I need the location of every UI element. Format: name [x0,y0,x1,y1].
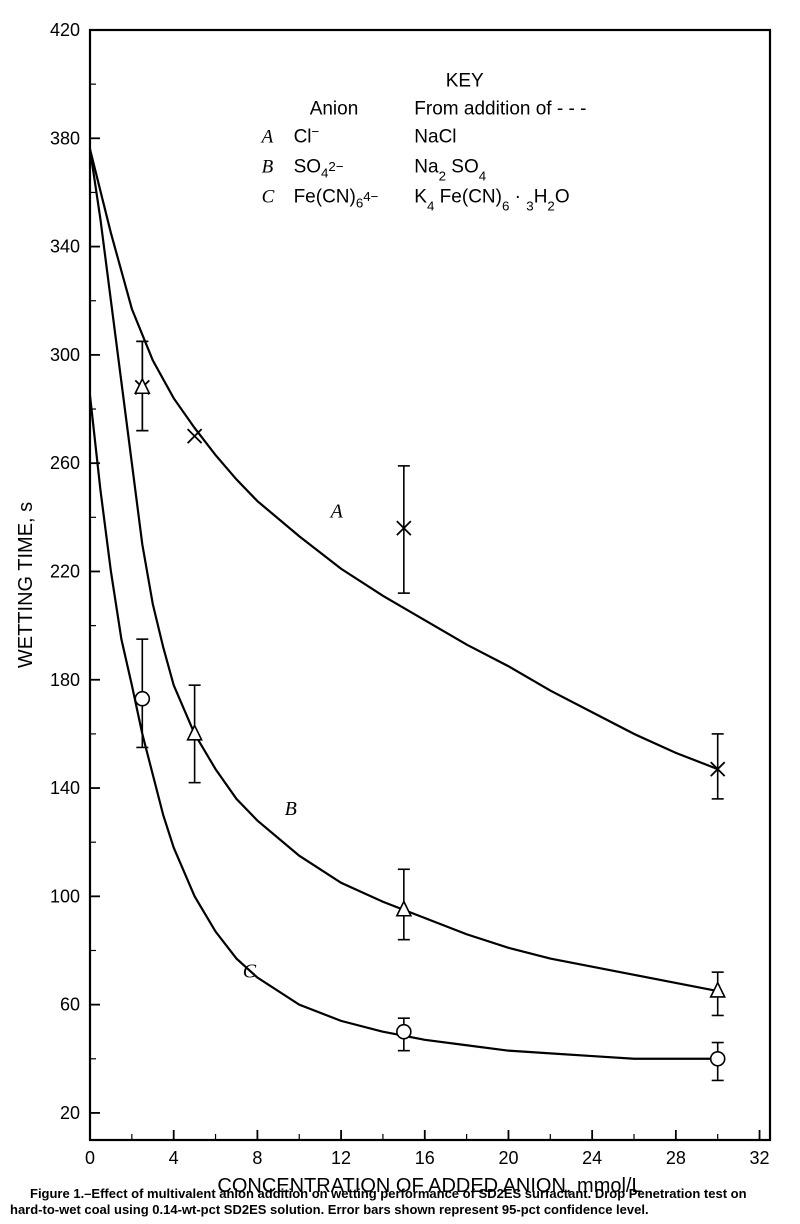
y-axis-label: WETTING TIME, s [15,502,37,668]
curve-label-C: C [243,961,257,983]
x-tick-label: 8 [252,1148,262,1168]
legend-letter: B [262,157,274,178]
y-tick-label: 20 [60,1103,80,1123]
x-tick-label: 0 [85,1148,95,1168]
x-tick-label: 12 [331,1148,351,1168]
marker-triangle [135,379,149,393]
plot-frame [90,30,770,1140]
legend-col1-hdr: Anion [310,99,359,120]
y-tick-label: 100 [50,886,80,906]
caption-line1: Figure 1.–Effect of multivalent anion ad… [30,1186,747,1201]
chem-formula: Cl− [294,124,320,148]
x-tick-label: 20 [498,1148,518,1168]
y-tick-label: 140 [50,778,80,798]
chart-svg: 0 4 8 12 16 20 24 28 32 20 60 100 140 180 220 260 300 340… [0,0,800,1224]
legend-salt: NaCl [414,127,456,148]
legend-salt: K4 Fe(CN)6 · 3H2O [414,187,569,214]
figure-caption: Figure 1.–Effect of multivalent anion ad… [10,1186,790,1219]
legend-title: KEY [446,71,484,92]
legend-salt: Na2 SO4 [414,157,486,184]
y-tick-label: 180 [50,670,80,690]
legend-letter: C [262,187,275,208]
legend-col2-hdr: From addition of - - - [414,99,586,120]
y-tick-label: 60 [60,995,80,1015]
marker-circle [135,692,149,706]
curve-A [90,149,718,769]
caption-line2: hard-to-wet coal using 0.14-wt-pct SD2ES… [10,1202,649,1217]
curve-label-A: A [329,500,344,522]
y-tick-label: 220 [50,561,80,581]
x-tick-label: 24 [582,1148,602,1168]
y-tick-label: 300 [50,345,80,365]
marker-circle [711,1052,725,1066]
chem-formula: SO42− [294,157,344,181]
y-tick-label: 420 [50,20,80,40]
curve-label-B: B [285,798,297,820]
x-tick-label: 32 [750,1148,770,1168]
y-tick-label: 260 [50,453,80,473]
legend-letter: A [260,127,274,148]
y-tick-label: 380 [50,128,80,148]
x-tick-label: 28 [666,1148,686,1168]
marker-triangle [188,726,202,740]
marker-circle [397,1025,411,1039]
chart-container: 0 4 8 12 16 20 24 28 32 20 60 100 140 180 220 260 300 340… [0,0,800,1224]
y-tick-label: 340 [50,237,80,257]
x-tick-label: 4 [169,1148,179,1168]
x-tick-label: 16 [415,1148,435,1168]
chem-formula: Fe(CN)64− [294,187,379,211]
